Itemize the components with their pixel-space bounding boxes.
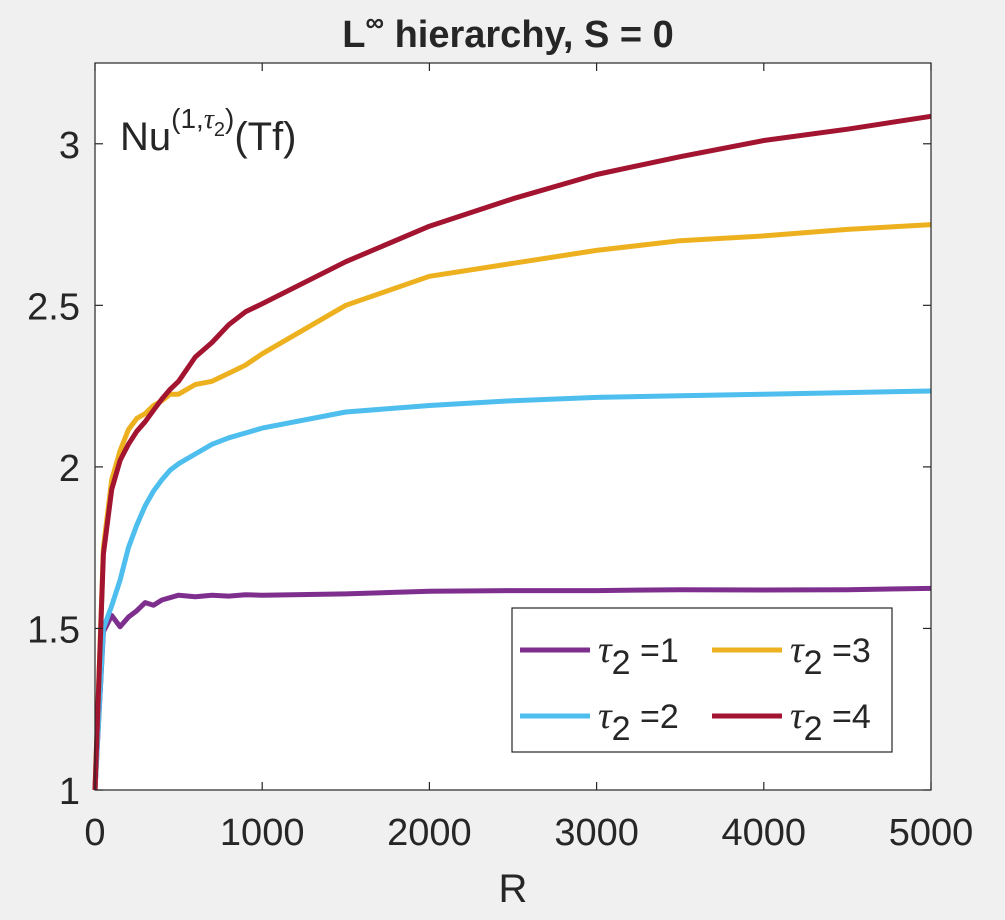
series-layer: [92, 113, 932, 791]
plot-annotation: Nu(1,τ2)(Tf): [120, 103, 297, 159]
chart-title: L∞ hierarchy, S = 0: [342, 7, 674, 56]
x-tick-label: 3000: [554, 812, 639, 854]
x-tick-label: 4000: [722, 812, 807, 854]
legend-box: [511, 607, 893, 753]
series-line-1: [92, 585, 932, 791]
y-tick-label: 2.5: [27, 286, 80, 328]
legend-item-3: τ2 =3: [712, 629, 871, 682]
y-tick-label: 1.5: [27, 609, 80, 651]
legend-label: τ2 =2: [598, 695, 679, 748]
legend-label: τ2 =3: [790, 629, 871, 682]
legend-item-1: τ2 =1: [520, 629, 679, 682]
y-tick-label: 3: [59, 125, 80, 167]
ticks-layer: 0 1000 2000 3000 4000 5000 1 1.5 2 2.5 3: [27, 63, 973, 854]
axes-box: [94, 62, 932, 791]
legend-item-4: τ2 =4: [712, 695, 871, 748]
legend-item-2: τ2 =2: [520, 695, 679, 748]
axes-layer: [94, 62, 932, 791]
legend-label: τ2 =1: [598, 629, 679, 682]
legend-label: τ2 =4: [790, 695, 871, 748]
x-tick-label: 0: [84, 812, 105, 854]
x-tick-label: 2000: [387, 812, 472, 854]
x-tick-label: 5000: [889, 812, 974, 854]
series-line-4: [92, 113, 932, 791]
legend: τ2 =1 τ2 =2 τ2 =3 τ2 =4: [511, 607, 893, 753]
y-tick-label: 2: [59, 448, 80, 490]
series-line-3: [92, 222, 932, 791]
series-line-2: [92, 388, 932, 791]
x-axis-label: R: [499, 867, 528, 911]
x-tick-label: 1000: [220, 812, 305, 854]
y-tick-label: 1: [59, 771, 80, 813]
